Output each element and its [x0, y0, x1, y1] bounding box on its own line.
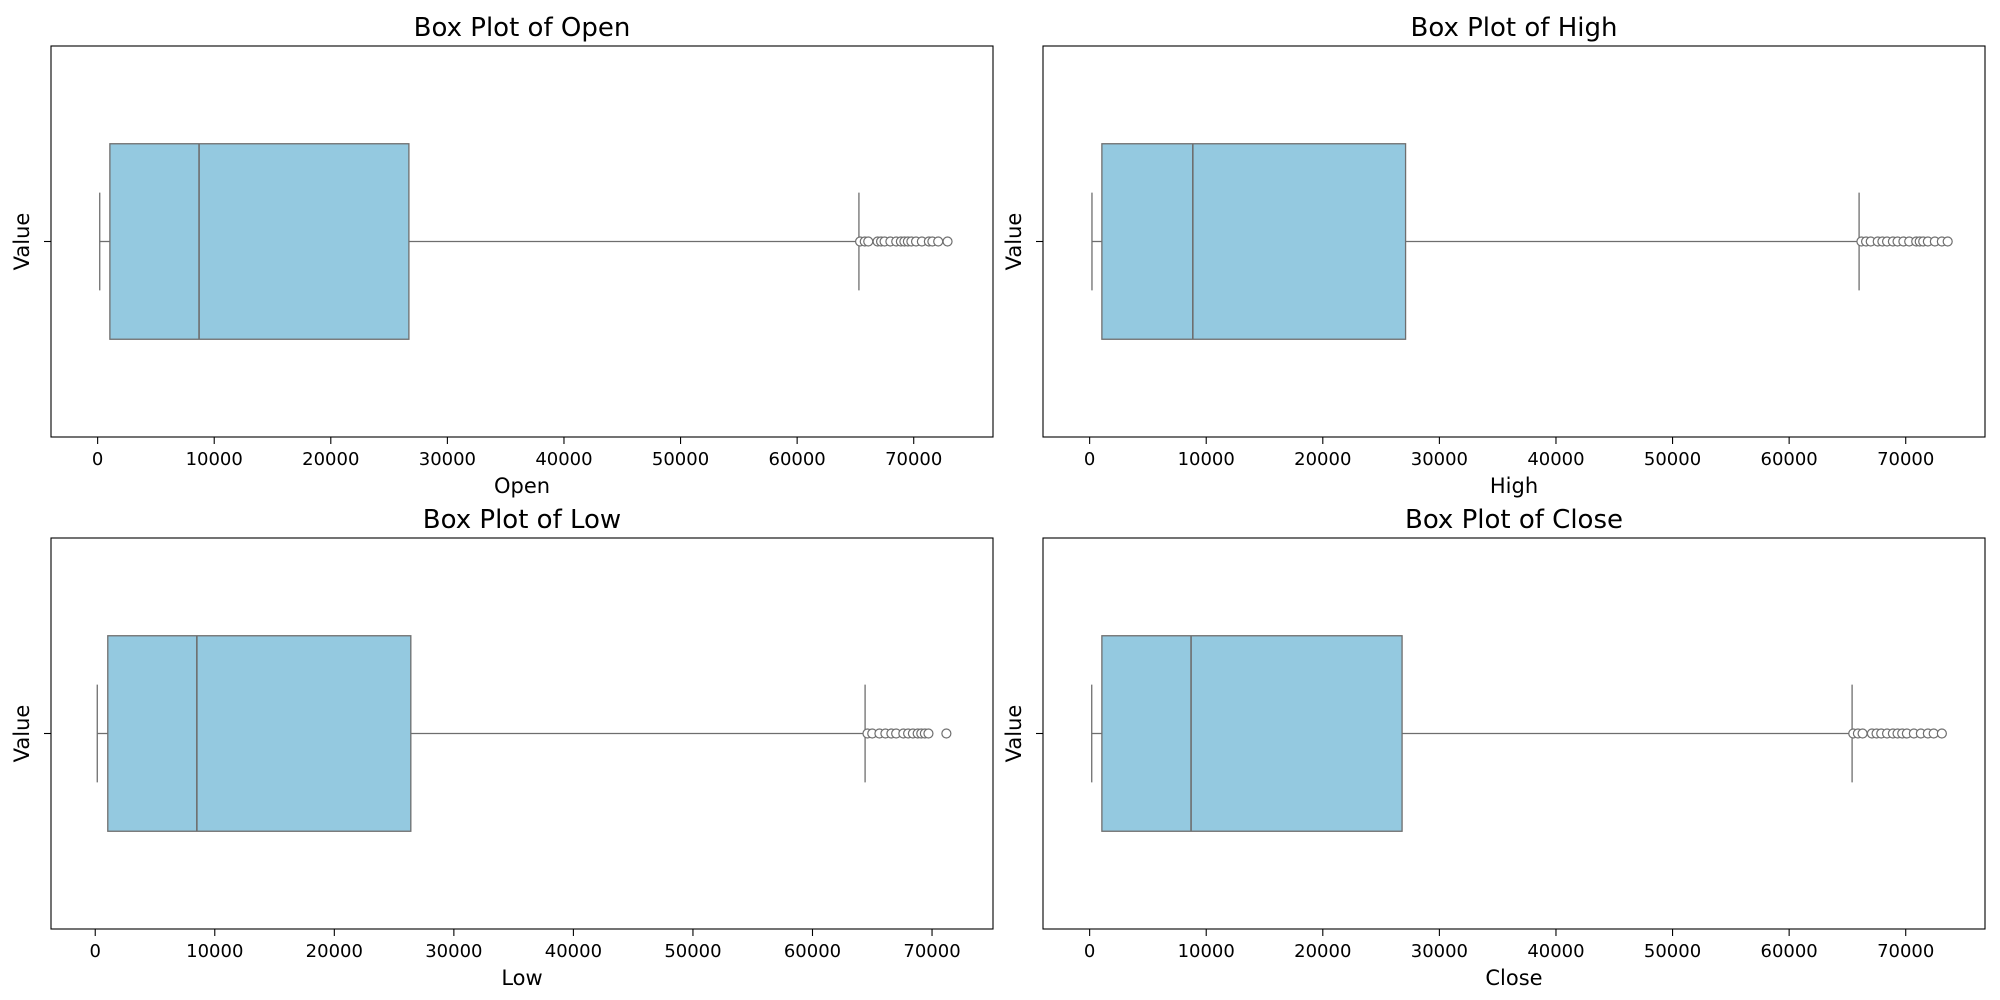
x-tick-label: 70000	[1877, 941, 1934, 962]
x-tick-label: 50000	[1644, 449, 1701, 470]
chart-title: Box Plot of High	[1411, 13, 1618, 43]
x-tick-label: 30000	[1411, 941, 1468, 962]
x-tick-label: 50000	[652, 449, 709, 470]
x-tick-label: 40000	[535, 449, 592, 470]
outlier-point	[1936, 728, 1947, 739]
x-tick-label: 30000	[425, 941, 482, 962]
x-tick-label: 10000	[1178, 941, 1235, 962]
x-tick-label: 70000	[885, 449, 942, 470]
x-tick-label: 60000	[769, 449, 826, 470]
x-tick-label: 70000	[903, 941, 960, 962]
panel-high: Box Plot of High 0 10000 20000 30000 40000 500…	[1002, 13, 1986, 498]
outlier-point	[923, 728, 934, 739]
x-tick-label: 0	[1084, 449, 1095, 470]
x-axis-label: Close	[1485, 966, 1542, 990]
x-tick-label: 50000	[664, 941, 721, 962]
x-axis-label: High	[1490, 474, 1538, 498]
x-axis-label: Open	[494, 474, 550, 498]
x-tick-label: 20000	[1294, 941, 1351, 962]
x-tick-label: 0	[90, 941, 101, 962]
x-tick-label: 30000	[419, 449, 476, 470]
iqr-box	[107, 635, 412, 832]
x-tick-label: 20000	[1294, 449, 1351, 470]
x-tick-label: 40000	[545, 941, 602, 962]
x-tick-label: 0	[1084, 941, 1095, 962]
x-tick-label: 40000	[1527, 449, 1584, 470]
panel-open: Box Plot of Open 0 10000 20000 30000 40000 500…	[10, 13, 994, 498]
outlier-point	[933, 236, 944, 247]
chart-title: Box Plot of Open	[414, 13, 631, 43]
x-tick-label: 70000	[1877, 449, 1934, 470]
outlier-point	[942, 236, 953, 247]
x-tick-label: 20000	[302, 449, 359, 470]
outlier-point	[1857, 728, 1868, 739]
x-tick-label: 0	[92, 449, 103, 470]
x-tick-label: 20000	[306, 941, 363, 962]
outlier-point	[1942, 236, 1953, 247]
chart-title: Box Plot of Low	[423, 505, 621, 535]
x-axis-label: Low	[501, 966, 542, 990]
x-tick-label: 60000	[1761, 941, 1818, 962]
iqr-box	[109, 143, 410, 340]
iqr-box	[1101, 635, 1403, 832]
y-axis-label: Value	[1002, 705, 1026, 763]
panel-close: Box Plot of Close 0 10000 20000 30000 40000 50…	[1002, 505, 1986, 990]
x-tick-label: 10000	[186, 941, 243, 962]
chart-title: Box Plot of Close	[1405, 505, 1623, 535]
x-tick-label: 50000	[1644, 941, 1701, 962]
y-axis-label: Value	[10, 705, 34, 763]
x-tick-label: 10000	[186, 449, 243, 470]
panel-low: Box Plot of Low 0 10000 20000 30000 40000 5000…	[10, 505, 994, 990]
x-tick-label: 60000	[784, 941, 841, 962]
x-tick-label: 30000	[1411, 449, 1468, 470]
y-axis-label: Value	[10, 213, 34, 271]
x-tick-label: 10000	[1178, 449, 1235, 470]
outlier-point	[941, 728, 952, 739]
y-axis-label: Value	[1002, 213, 1026, 271]
x-tick-label: 60000	[1761, 449, 1818, 470]
outlier-point	[863, 236, 874, 247]
iqr-box	[1101, 143, 1407, 340]
x-tick-label: 40000	[1527, 941, 1584, 962]
